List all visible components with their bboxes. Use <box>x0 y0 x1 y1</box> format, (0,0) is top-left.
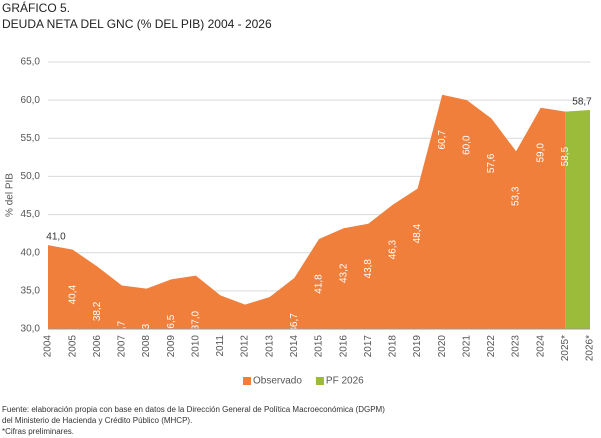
x-tick-label: 2026* <box>585 335 596 361</box>
x-tick-label: 2015 <box>314 335 325 358</box>
data-label: 59,0 <box>535 143 546 163</box>
x-tick-label: 2025* <box>560 335 571 361</box>
data-label: 48,4 <box>412 223 423 243</box>
data-label: 60,0 <box>461 135 472 155</box>
data-label: 35,7 <box>117 320 128 340</box>
x-tick-label: 2008 <box>141 335 152 358</box>
x-tick-label: 2017 <box>363 335 374 358</box>
footnote: *Cifras preliminares. <box>2 427 74 436</box>
chart-subtitle: DEUDA NETA DEL GNC (% DEL PIB) 2004 - 20… <box>2 17 272 31</box>
x-tick-label: 2006 <box>92 335 103 358</box>
y-tick-label: 50,0 <box>21 171 41 182</box>
y-tick-label: 45,0 <box>21 209 41 220</box>
area <box>565 110 590 329</box>
data-label: 37,0 <box>190 310 201 330</box>
data-label: 38,2 <box>92 301 103 321</box>
footnote: del Ministerio de Hacienda y Crédito Púb… <box>2 416 192 425</box>
footnote: Fuente: elaboración propia con base en d… <box>2 405 385 414</box>
y-tick-label: 30,0 <box>21 324 41 335</box>
legend-label: PF 2026 <box>326 376 364 387</box>
data-label: 35,3 <box>141 323 152 343</box>
x-tick-label: 2013 <box>264 335 275 358</box>
x-tick-label: 2004 <box>43 335 54 358</box>
x-tick-label: 2020 <box>437 335 448 358</box>
chart-title: GRÁFICO 5. <box>2 0 70 15</box>
data-label: 36,7 <box>289 313 300 333</box>
data-label: 53,3 <box>511 186 522 206</box>
data-label: 34,2 <box>264 332 275 352</box>
legend-swatch <box>243 377 251 385</box>
x-tick-label: 2007 <box>117 335 128 358</box>
data-label: 40,4 <box>67 284 78 304</box>
data-label: 60,7 <box>437 130 448 150</box>
x-tick-label: 2011 <box>215 335 226 357</box>
y-tick-label: 65,0 <box>21 57 41 68</box>
data-label: 34,4 <box>215 330 226 350</box>
x-tick-label: 2018 <box>388 335 399 358</box>
data-label: 33,2 <box>240 339 251 359</box>
x-tick-label: 2010 <box>190 335 201 358</box>
x-tick-label: 2012 <box>240 335 251 358</box>
x-tick-label: 2024 <box>535 335 546 358</box>
y-tick-label: 55,0 <box>21 133 41 144</box>
x-tick-label: 2005 <box>67 335 78 358</box>
legend-swatch <box>315 377 324 385</box>
y-axis-label: % del PIB <box>5 173 16 217</box>
data-label: 58,7 <box>572 97 592 108</box>
x-tick-label: 2009 <box>166 335 177 358</box>
data-label: 41,8 <box>314 274 325 294</box>
data-label: 57,6 <box>486 153 497 173</box>
data-label: 43,2 <box>338 263 349 283</box>
data-label: 43,8 <box>363 259 374 279</box>
data-label: 46,3 <box>388 239 399 259</box>
data-label: 58,5 <box>560 146 571 166</box>
x-tick-label: 2014 <box>289 335 300 358</box>
legend-label: Observado <box>253 376 302 387</box>
y-tick-label: 35,0 <box>21 285 41 296</box>
x-tick-label: 2023 <box>511 335 522 358</box>
y-tick-label: 60,0 <box>21 95 41 106</box>
x-tick-label: 2021 <box>461 335 472 358</box>
x-tick-label: 2016 <box>338 335 349 358</box>
data-label: 36,5 <box>166 314 177 334</box>
x-tick-label: 2022 <box>486 335 497 358</box>
data-label: 41,0 <box>46 232 66 243</box>
x-tick-label: 2019 <box>412 335 423 358</box>
area <box>48 94 566 329</box>
y-tick-label: 40,0 <box>21 247 41 258</box>
